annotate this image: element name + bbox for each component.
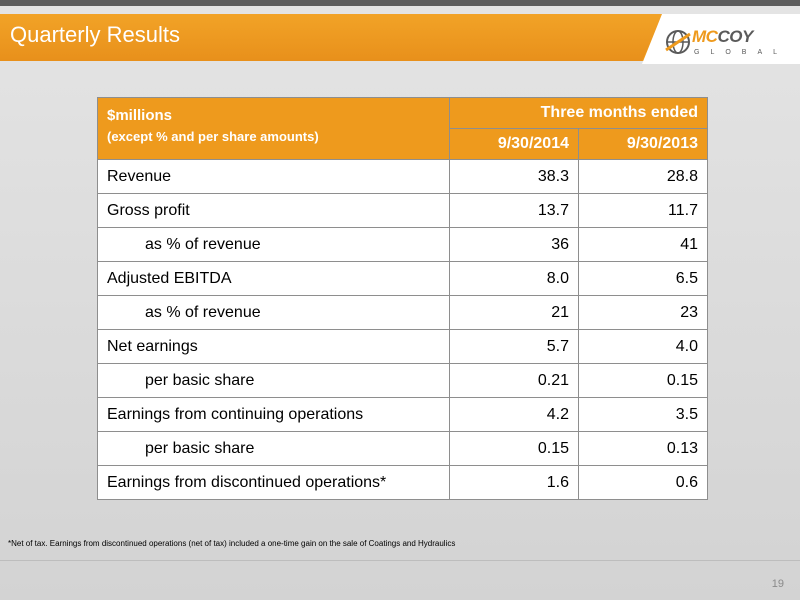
page-number: 19 bbox=[771, 578, 784, 590]
row-value: 0.15 bbox=[578, 363, 708, 398]
table-row: Net earnings 5.7 4.0 bbox=[97, 329, 708, 364]
row-label: as % of revenue bbox=[97, 227, 450, 262]
logo-wordmark: MCCOY bbox=[692, 28, 753, 46]
row-label: Adjusted EBITDA bbox=[97, 261, 450, 296]
table-row: Earnings from discontinued operations* 1.… bbox=[97, 465, 708, 500]
column-header-2013: 9/30/2013 bbox=[578, 128, 708, 160]
slide-title: Quarterly Results bbox=[10, 22, 180, 47]
table-row: Gross profit 13.7 11.7 bbox=[97, 193, 708, 228]
row-value: 13.7 bbox=[449, 193, 579, 228]
label-line1: $millions bbox=[107, 107, 173, 124]
mccoy-global-logo: MCCOY GLOBAL bbox=[664, 28, 790, 62]
header-band-gradient bbox=[0, 14, 662, 61]
row-value: 21 bbox=[449, 295, 579, 330]
period-header: Three months ended bbox=[449, 97, 708, 129]
row-value: 0.13 bbox=[578, 431, 708, 466]
row-value: 23 bbox=[578, 295, 708, 330]
footnote: *Net of tax. Earnings from discontinued … bbox=[8, 539, 456, 548]
logo-mc: MC bbox=[692, 27, 718, 46]
row-value: 4.0 bbox=[578, 329, 708, 364]
row-label: Gross profit bbox=[97, 193, 450, 228]
row-value: 0.21 bbox=[449, 363, 579, 398]
quarterly-results-table: $millions (except % and per share amount… bbox=[97, 97, 708, 500]
table-row: Revenue 38.3 28.8 bbox=[97, 159, 708, 194]
logo-subtitle: GLOBAL bbox=[694, 49, 789, 56]
row-value: 4.2 bbox=[449, 397, 579, 432]
row-value: 28.8 bbox=[578, 159, 708, 194]
row-label: as % of revenue bbox=[97, 295, 450, 330]
row-label: Net earnings bbox=[97, 329, 450, 364]
row-value: 6.5 bbox=[578, 261, 708, 296]
table-row: per basic share 0.21 0.15 bbox=[97, 363, 708, 398]
row-label: Revenue bbox=[97, 159, 450, 194]
row-value: 41 bbox=[578, 227, 708, 262]
row-value: 0.15 bbox=[449, 431, 579, 466]
row-label: per basic share bbox=[97, 431, 450, 466]
table-row: as % of revenue 36 41 bbox=[97, 227, 708, 262]
column-header-2014: 9/30/2014 bbox=[449, 128, 579, 160]
label-line2: (except % and per share amounts) bbox=[107, 129, 319, 144]
table-row: Earnings from continuing operations 4.2 3.… bbox=[97, 397, 708, 432]
row-label: per basic share bbox=[97, 363, 450, 398]
table-row: per basic share 0.15 0.13 bbox=[97, 431, 708, 466]
row-value: 11.7 bbox=[578, 193, 708, 228]
row-value: 0.6 bbox=[578, 465, 708, 500]
top-bar bbox=[0, 0, 800, 6]
row-label: Earnings from discontinued operations* bbox=[97, 465, 450, 500]
row-value: 5.7 bbox=[449, 329, 579, 364]
row-value: 38.3 bbox=[449, 159, 579, 194]
row-value: 8.0 bbox=[449, 261, 579, 296]
globe-icon bbox=[665, 30, 691, 54]
row-value: 3.5 bbox=[578, 397, 708, 432]
row-label: Earnings from continuing operations bbox=[97, 397, 450, 432]
table-row: as % of revenue 21 23 bbox=[97, 295, 708, 330]
table-label-header: $millions (except % and per share amount… bbox=[97, 97, 450, 160]
footer-divider bbox=[0, 560, 800, 561]
logo-coy: COY bbox=[717, 27, 753, 46]
row-value: 1.6 bbox=[449, 465, 579, 500]
table-row: Adjusted EBITDA 8.0 6.5 bbox=[97, 261, 708, 296]
row-value: 36 bbox=[449, 227, 579, 262]
